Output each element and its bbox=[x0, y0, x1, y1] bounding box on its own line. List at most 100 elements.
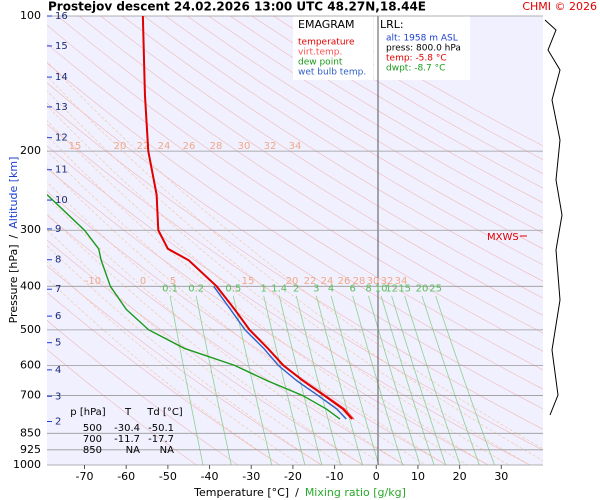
altitude-label: 9 bbox=[55, 224, 61, 235]
y-tick-label: 600 bbox=[20, 358, 41, 371]
x-label: Temperature [°C] bbox=[193, 486, 289, 499]
adiabat-label: 32 bbox=[381, 276, 394, 287]
x-tick-label: -50 bbox=[159, 470, 177, 483]
mixing-ratio-line bbox=[435, 295, 495, 465]
table-header: p [hPa] bbox=[70, 407, 105, 418]
dry-adiabat bbox=[208, 16, 543, 219]
table-cell: NA bbox=[126, 445, 140, 456]
info-line: press: 800.0 hPa bbox=[386, 44, 461, 54]
mixing-ratio-line bbox=[352, 295, 403, 465]
altitude-label: 2 bbox=[55, 416, 61, 427]
adiabat-label: 34 bbox=[289, 141, 302, 152]
x-label2: Mixing ratio [g/kg] bbox=[305, 486, 406, 499]
profile-line bbox=[141, 16, 353, 420]
altitude-label: 7 bbox=[55, 284, 61, 295]
adiabat-label: 28 bbox=[210, 141, 223, 152]
dry-adiabat bbox=[47, 82, 543, 410]
mixing-ratio-label: 4 bbox=[328, 284, 334, 295]
mixing-ratio-label: 1 bbox=[261, 284, 267, 295]
altitude-label: 16 bbox=[55, 11, 68, 22]
info-box bbox=[374, 14, 470, 80]
y-tick-label: 200 bbox=[20, 144, 41, 157]
y-tick-label: 925 bbox=[20, 443, 41, 456]
mixing-ratio-label: 15 bbox=[398, 284, 411, 295]
adiabat-label: 5 bbox=[170, 276, 176, 287]
table-cell: NA bbox=[160, 445, 174, 456]
table-header: Td [°C] bbox=[146, 407, 183, 418]
mixing-ratio-label: 6 bbox=[349, 284, 355, 295]
legend-entry: temperature bbox=[298, 38, 355, 48]
x-tick-label: -40 bbox=[201, 470, 219, 483]
altitude-label: 14 bbox=[55, 72, 68, 83]
x-tick-label: -70 bbox=[76, 470, 94, 483]
dry-adiabat bbox=[47, 24, 543, 352]
y-axis-label: Pressure [hPa] / Altitude [km] bbox=[7, 157, 20, 324]
table-cell: 850 bbox=[83, 445, 102, 456]
legend-entry: dew point bbox=[298, 58, 343, 68]
mixing-ratio-label: 8 bbox=[365, 284, 371, 295]
mixing-ratio-label: 0.2 bbox=[188, 284, 204, 295]
adiabat-label: 20 bbox=[286, 276, 299, 287]
mixing-ratio-label: 2 bbox=[293, 284, 299, 295]
plot-area bbox=[47, 16, 543, 465]
mixing-ratio-label: 12 bbox=[385, 284, 398, 295]
adiabat-label: 24 bbox=[321, 276, 334, 287]
adiabat-label: 26 bbox=[338, 276, 351, 287]
dry-adiabat bbox=[186, 16, 543, 234]
x-axis-label: Temperature [°C] / Mixing ratio [g/kg] bbox=[193, 486, 406, 499]
mixing-ratio-line bbox=[263, 295, 306, 465]
profile-line bbox=[213, 285, 347, 420]
y-tick-label: 850 bbox=[20, 426, 41, 439]
info-line: dwpt: -8.7 °C bbox=[386, 64, 445, 74]
mixing-ratio-label: 25 bbox=[429, 284, 442, 295]
dry-adiabat bbox=[122, 16, 543, 282]
altitude-label: 13 bbox=[55, 102, 68, 113]
legend-entry: virt.temp. bbox=[298, 48, 342, 58]
x-tick-label: 0 bbox=[373, 470, 380, 483]
legend-box bbox=[293, 14, 373, 80]
table-header: T bbox=[124, 407, 132, 418]
adiabat-label: 32 bbox=[264, 141, 277, 152]
dry-adiabat bbox=[165, 16, 543, 250]
mixing-ratio-line bbox=[404, 295, 461, 465]
mxws-label: MXWS bbox=[487, 232, 519, 243]
profile-line bbox=[47, 194, 341, 420]
altitude-label: 10 bbox=[55, 195, 68, 206]
y-tick-label: 700 bbox=[20, 388, 41, 401]
altitude-label: 15 bbox=[55, 41, 68, 52]
x-tick-label: 10 bbox=[411, 470, 425, 483]
info-title: LRL: bbox=[380, 18, 404, 31]
table-cell: 700 bbox=[83, 434, 102, 445]
y-label-separator: / bbox=[7, 234, 20, 238]
mixing-ratio-line bbox=[330, 295, 380, 465]
mixing-ratio-label: 3 bbox=[313, 284, 319, 295]
chart-title: Prostejov descent 24.02.2026 13:00 UTC 4… bbox=[48, 0, 426, 14]
altitude-label: 3 bbox=[55, 391, 61, 402]
y-tick-label: 1000 bbox=[13, 458, 41, 471]
mixing-ratio-line bbox=[169, 295, 204, 465]
mixing-ratio-line bbox=[232, 295, 273, 465]
mixing-ratio-label: 1.4 bbox=[271, 284, 287, 295]
adiabat-label: 0 bbox=[140, 276, 146, 287]
adiabat-label: 34 bbox=[395, 276, 408, 287]
adiabat-label: 26 bbox=[183, 141, 196, 152]
info-line: temp: -5.8 °C bbox=[386, 54, 447, 64]
altitude-label: 11 bbox=[55, 165, 68, 176]
x-tick-label: -20 bbox=[284, 470, 302, 483]
adiabat-label: 22 bbox=[304, 276, 317, 287]
dry-adiabat bbox=[47, 62, 543, 390]
adiabat-label: 24 bbox=[158, 141, 171, 152]
table-cell: -11.7 bbox=[114, 434, 140, 445]
legend-entry: wet bulb temp. bbox=[298, 68, 366, 78]
adiabat-label: 22 bbox=[137, 141, 150, 152]
mixing-ratio-line bbox=[380, 295, 435, 465]
y-label2: Altitude [km] bbox=[7, 157, 20, 229]
credit: CHMI © 2026 bbox=[522, 0, 597, 13]
adiabat-label: 20 bbox=[114, 141, 127, 152]
mixing-ratio-line bbox=[368, 295, 421, 465]
table-cell: -30.4 bbox=[114, 423, 140, 434]
legend-title: EMAGRAM bbox=[298, 18, 355, 31]
altitude-label: 8 bbox=[55, 255, 61, 266]
y-tick-label: 400 bbox=[20, 279, 41, 292]
